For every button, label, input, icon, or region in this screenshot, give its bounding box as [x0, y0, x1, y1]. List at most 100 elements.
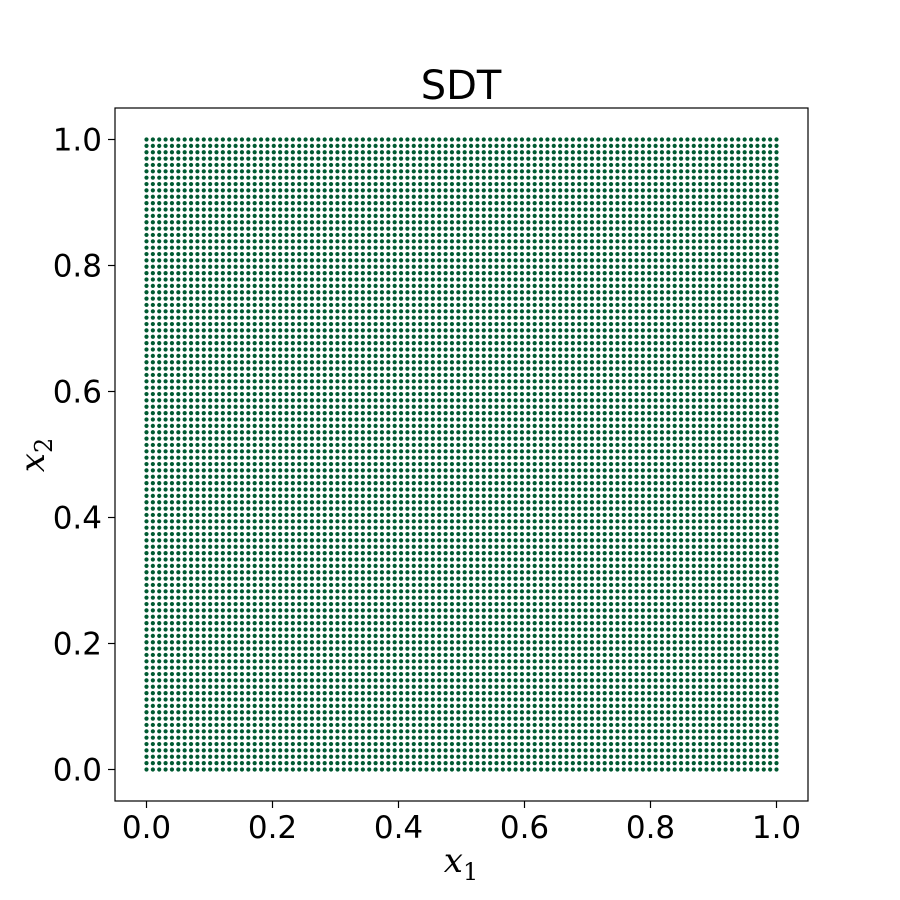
scatter-point [290, 321, 295, 327]
scatter-point [437, 398, 442, 403]
scatter-point [150, 264, 155, 269]
scatter-point [157, 321, 162, 327]
scatter-point [379, 659, 385, 664]
scatter-point [297, 245, 302, 250]
scatter-point [176, 557, 181, 562]
scatter-point [430, 264, 435, 269]
scatter-point [157, 525, 162, 530]
scatter-point [214, 385, 219, 390]
scatter-point [258, 697, 264, 702]
scatter-point [271, 302, 276, 308]
scatter-point [335, 341, 340, 346]
scatter-point [398, 188, 404, 193]
scatter-point [316, 201, 321, 206]
scatter-point [309, 589, 315, 594]
scatter-point [392, 557, 397, 562]
scatter-point [379, 353, 385, 358]
scatter-point [335, 194, 340, 199]
scatter-point [284, 678, 289, 683]
scatter-point [208, 754, 213, 759]
scatter-point [354, 360, 359, 365]
scatter-point [328, 201, 334, 206]
scatter-point [379, 544, 385, 549]
scatter-point [233, 748, 238, 753]
scatter-point [220, 570, 225, 575]
scatter-point [443, 659, 448, 664]
scatter-point [354, 531, 359, 537]
scatter-point [328, 500, 334, 505]
scatter-point [258, 589, 264, 594]
scatter-point [163, 544, 168, 549]
scatter-point [437, 213, 442, 218]
scatter-point [348, 741, 353, 747]
scatter-point [163, 754, 168, 759]
scatter-point [418, 589, 423, 594]
scatter-point [449, 487, 455, 492]
scatter-point [220, 442, 225, 448]
scatter-point [271, 710, 276, 715]
scatter-point [418, 474, 423, 479]
scatter-point [214, 563, 219, 568]
scatter-point [239, 710, 245, 715]
scatter-point [150, 646, 155, 651]
scatter-point [348, 232, 353, 238]
scatter-point [239, 277, 245, 282]
scatter-point [437, 449, 442, 454]
scatter-point [392, 239, 397, 244]
scatter-point [341, 290, 346, 295]
scatter-point [405, 461, 410, 467]
scatter-point [309, 150, 315, 155]
scatter-point [367, 729, 372, 734]
scatter-point [335, 493, 340, 498]
scatter-point [418, 220, 423, 225]
scatter-point [150, 213, 155, 218]
scatter-point [258, 277, 264, 282]
scatter-point [233, 614, 238, 619]
scatter-point [271, 493, 276, 498]
scatter-point [430, 150, 435, 155]
scatter-point [201, 245, 206, 250]
scatter-point [328, 659, 334, 664]
scatter-point [220, 557, 225, 562]
scatter-point [182, 519, 187, 524]
scatter-point [182, 538, 187, 543]
scatter-point [157, 684, 162, 689]
scatter-point [271, 601, 276, 607]
scatter-point [227, 748, 232, 753]
scatter-point [360, 341, 365, 346]
scatter-point [405, 194, 410, 199]
scatter-point [265, 188, 270, 193]
scatter-point [328, 232, 334, 238]
scatter-point [201, 220, 206, 225]
scatter-point [430, 754, 435, 759]
scatter-point [316, 283, 321, 288]
scatter-point [335, 633, 340, 638]
scatter-point [322, 722, 327, 728]
scatter-point [424, 398, 429, 403]
scatter-point [150, 194, 155, 199]
scatter-point [144, 455, 149, 460]
scatter-point [246, 621, 251, 626]
scatter-point [360, 436, 365, 441]
scatter-point [316, 595, 321, 600]
scatter-point [182, 258, 187, 263]
scatter-point [214, 372, 219, 378]
scatter-point [195, 646, 200, 651]
scatter-point [246, 309, 251, 314]
scatter-point [322, 500, 327, 505]
scatter-point [220, 595, 225, 600]
scatter-point [169, 716, 175, 721]
scatter-point [265, 512, 270, 518]
scatter-point [246, 137, 251, 142]
scatter-point [239, 175, 245, 180]
scatter-point [411, 652, 416, 658]
scatter-point [163, 493, 168, 498]
scatter-point [144, 143, 149, 148]
scatter-point [348, 156, 353, 161]
scatter-point [233, 659, 238, 664]
scatter-point [348, 442, 353, 448]
scatter-point [150, 684, 155, 689]
scatter-point [309, 474, 315, 479]
scatter-point [386, 748, 391, 753]
scatter-point [309, 296, 315, 301]
